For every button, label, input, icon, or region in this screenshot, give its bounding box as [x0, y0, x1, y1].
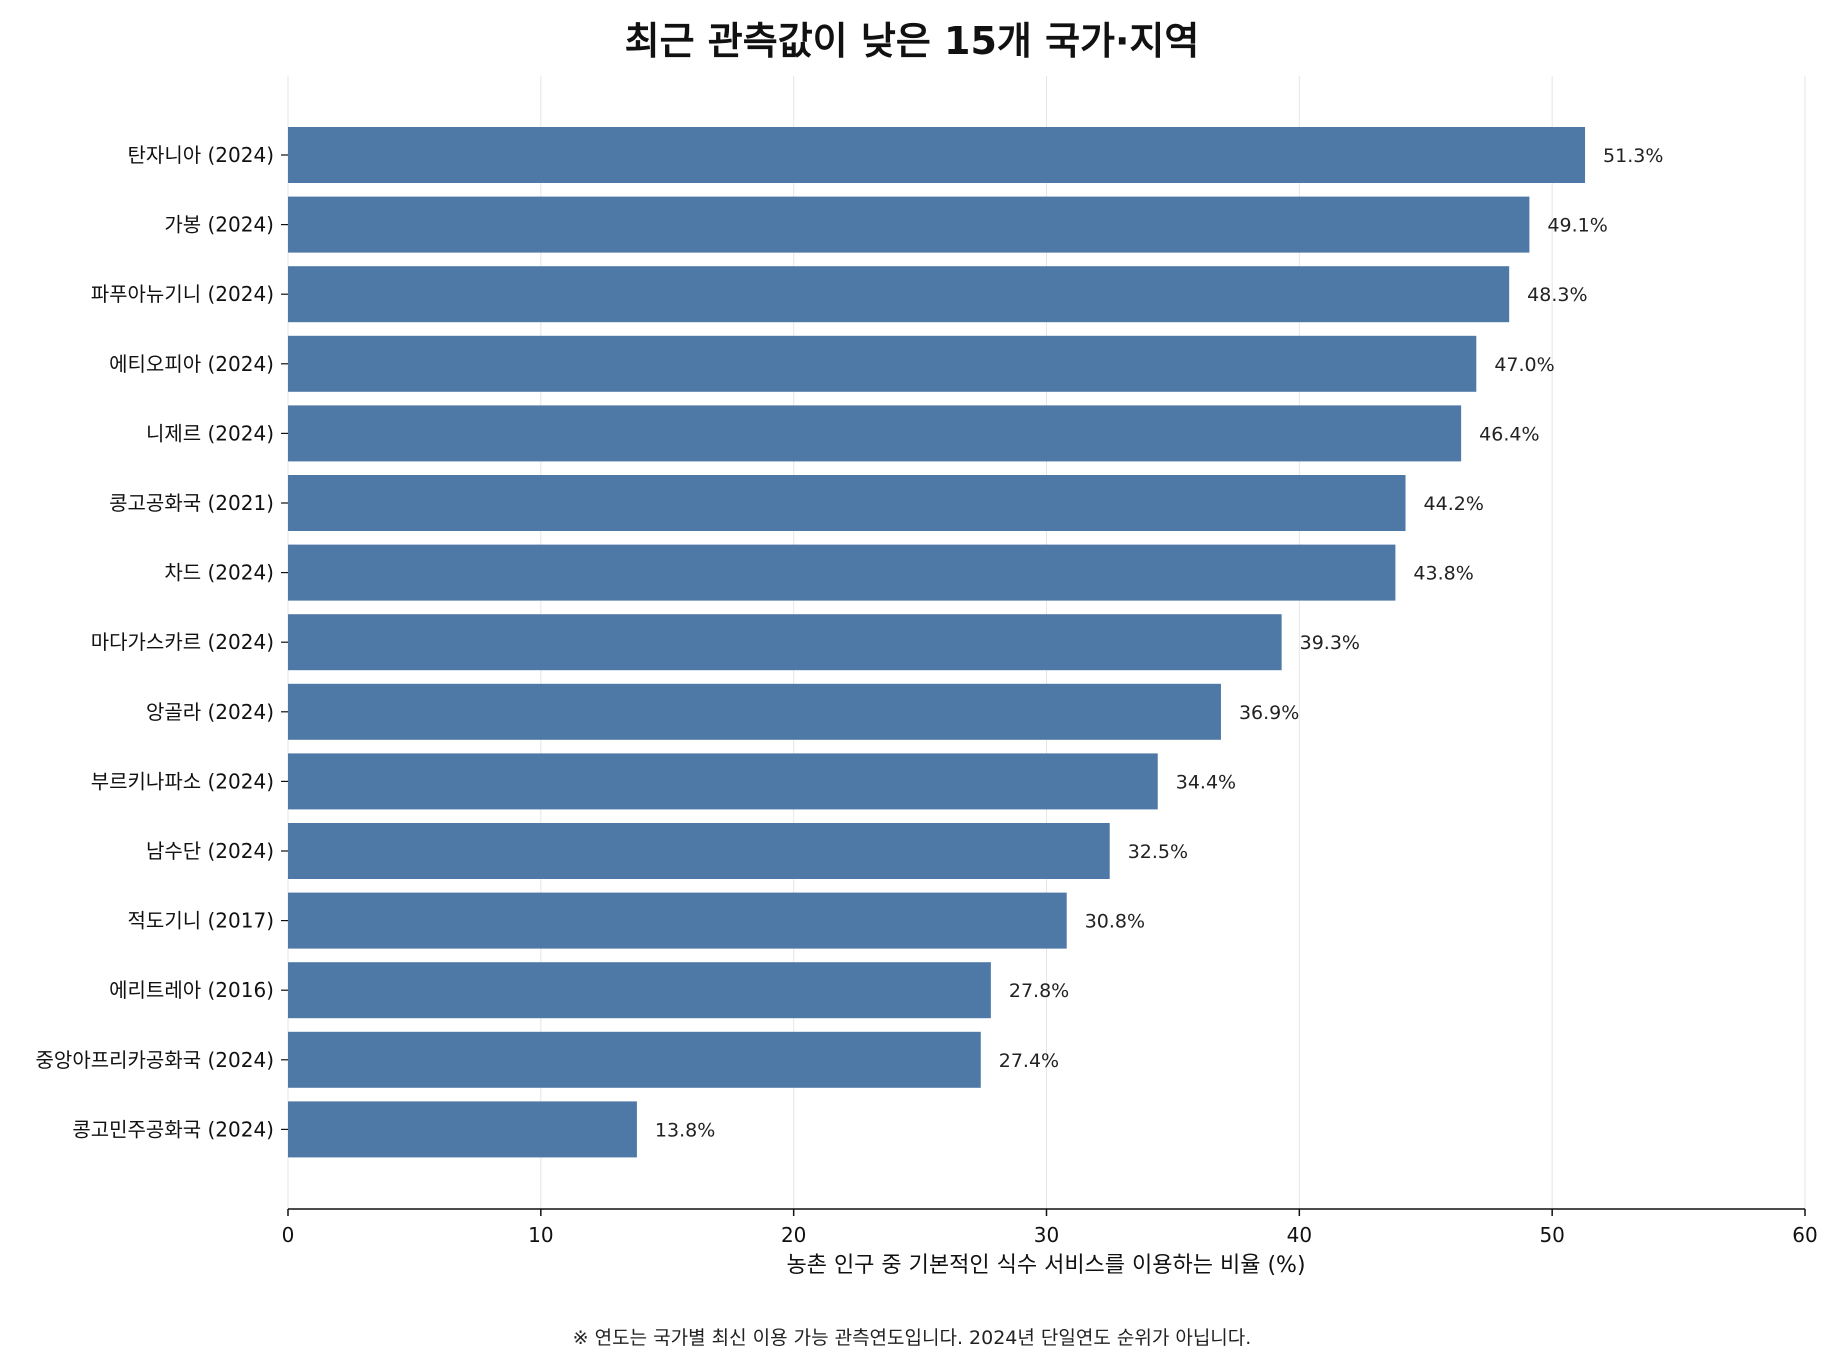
bars	[288, 127, 1586, 1158]
category-label: 적도기니 (2017)	[128, 909, 274, 933]
data-label: 43.8%	[1413, 563, 1473, 585]
category-label: 중앙아프리카공화국 (2024)	[36, 1048, 274, 1072]
data-label: 13.8%	[655, 1119, 715, 1141]
category-label: 니제르 (2024)	[146, 421, 274, 445]
data-label: 39.3%	[1300, 632, 1360, 654]
x-tick-label: 30	[1034, 1223, 1059, 1247]
data-label: 44.2%	[1424, 493, 1484, 515]
data-label: 47.0%	[1494, 354, 1554, 376]
bar	[288, 196, 1530, 253]
data-label: 32.5%	[1128, 841, 1188, 863]
category-label: 가봉 (2024)	[164, 213, 274, 237]
bar	[288, 1031, 981, 1088]
category-label: 앙골라 (2024)	[146, 700, 274, 724]
x-tick-label: 20	[781, 1223, 806, 1247]
data-label: 27.4%	[999, 1050, 1059, 1072]
x-tick-label: 0	[282, 1223, 295, 1247]
bar	[288, 753, 1158, 810]
category-label: 남수단 (2024)	[146, 839, 274, 863]
bar	[288, 335, 1477, 392]
bar	[288, 614, 1282, 671]
x-tick-label: 10	[528, 1223, 553, 1247]
bar	[288, 892, 1067, 949]
category-labels: 탄자니아 (2024) 가봉 (2024) 파푸아뉴기니 (2024) 에티오피아 (…	[36, 143, 274, 1141]
bar	[288, 266, 1510, 323]
bar	[288, 544, 1396, 601]
x-axis: 0 10 20 30 40 50 60	[281, 154, 1818, 1247]
data-labels: 51.3% 49.1% 48.3% 47.0% 46.4% 44.2% 43.8% 39.3%…	[655, 145, 1663, 1141]
data-label: 30.8%	[1085, 911, 1145, 933]
chart-title: 최근 관측값이 낮은 15개 국가·지역	[624, 19, 1200, 63]
footnote: ※ 연도는 국가별 최신 이용 가능 관측연도입니다. 2024년 단일연도 순…	[572, 1327, 1252, 1349]
category-label: 콩고민주공화국 (2024)	[72, 1117, 274, 1141]
data-label: 48.3%	[1527, 284, 1587, 306]
bar	[288, 1101, 637, 1158]
category-label: 차드 (2024)	[164, 561, 274, 585]
x-tick-label: 50	[1539, 1223, 1564, 1247]
bar	[288, 475, 1406, 531]
bar	[288, 823, 1110, 879]
category-label: 콩고공화국 (2021)	[109, 491, 274, 515]
data-label: 46.4%	[1479, 423, 1539, 445]
category-label: 에티오피아 (2024)	[109, 352, 274, 376]
bar	[288, 683, 1221, 740]
bar	[288, 127, 1586, 183]
category-label: 탄자니아 (2024)	[128, 143, 274, 167]
data-label: 36.9%	[1239, 702, 1299, 724]
category-label: 에리트레아 (2016)	[109, 978, 274, 1002]
category-label: 마다가스카르 (2024)	[91, 630, 274, 654]
category-label: 파푸아뉴기니 (2024)	[91, 282, 274, 306]
x-tick-label: 40	[1287, 1223, 1312, 1247]
bar	[288, 962, 991, 1019]
data-label: 49.1%	[1547, 215, 1607, 237]
x-tick-label: 60	[1792, 1223, 1817, 1247]
data-label: 51.3%	[1603, 145, 1663, 167]
category-label: 부르키나파소 (2024)	[91, 769, 274, 793]
bar	[288, 405, 1462, 462]
data-label: 27.8%	[1009, 980, 1069, 1002]
data-label: 34.4%	[1176, 771, 1236, 793]
x-axis-title: 농촌 인구 중 기본적인 식수 서비스를 이용하는 비율 (%)	[786, 1253, 1305, 1278]
